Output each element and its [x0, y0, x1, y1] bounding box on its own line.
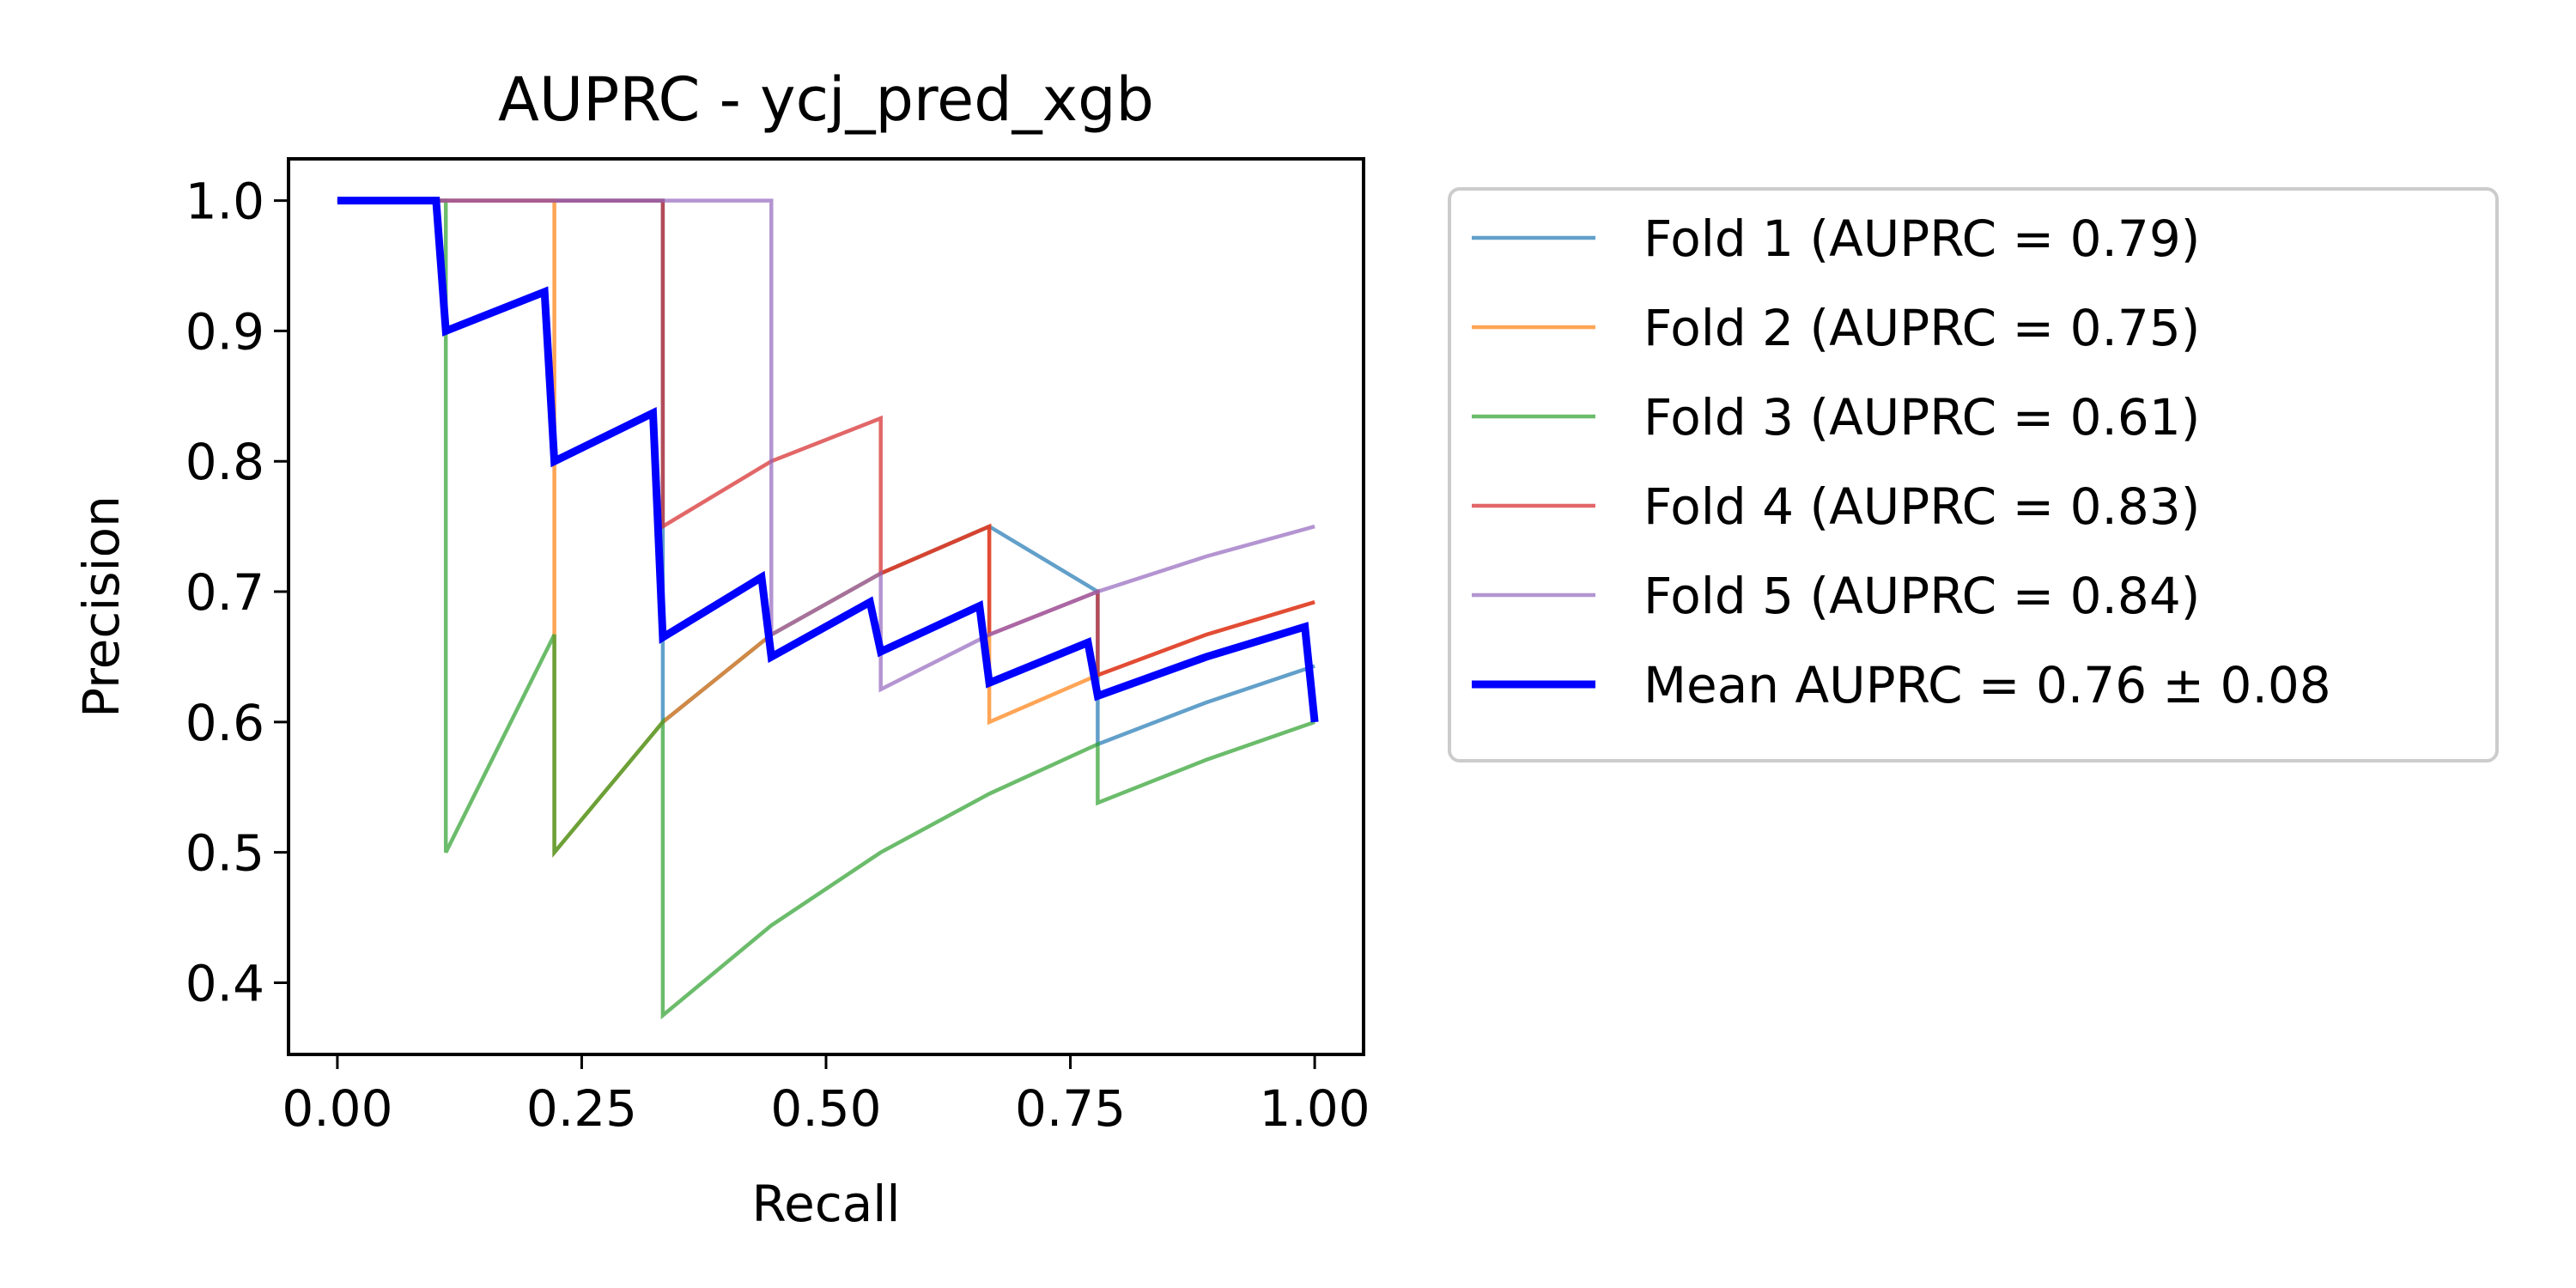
plot-area: [337, 197, 1319, 1020]
legend-label: Fold 2 (AUPRC = 0.75): [1643, 299, 2200, 357]
legend-label: Mean AUPRC = 0.76 ± 0.08: [1643, 656, 2331, 714]
y-tick-label: 0.9: [185, 302, 264, 361]
y-tick-label: 0.6: [185, 694, 264, 752]
y-tick-label: 0.4: [185, 954, 264, 1012]
x-tick-label: 0.50: [770, 1079, 881, 1138]
y-tick-label: 0.7: [185, 563, 264, 622]
x-tick-label: 0.25: [526, 1079, 637, 1138]
x-axis-label: Recall: [751, 1175, 900, 1233]
series-line-fold-3: [337, 198, 1315, 1020]
legend-label: Fold 3 (AUPRC = 0.61): [1643, 388, 2200, 447]
y-tick-label: 1.0: [185, 173, 264, 231]
y-tick-label: 0.5: [185, 824, 264, 883]
legend-label: Fold 4 (AUPRC = 0.83): [1643, 477, 2200, 536]
legend-box: [1448, 187, 2499, 762]
y-axis-label: Precision: [72, 495, 131, 718]
x-axis: 0.00 0.25 0.50 0.75 1.00: [282, 1054, 1370, 1138]
chart-title: AUPRC - ycj_pred_xgb: [498, 64, 1154, 135]
y-tick-label: 0.8: [185, 433, 264, 491]
x-tick-label: 1.00: [1260, 1079, 1370, 1138]
y-axis: 0.4 0.5 0.6 0.7 0.8 0.9 1.0: [185, 173, 289, 1012]
x-tick-label: 0.00: [282, 1079, 392, 1138]
legend: Fold 1 (AUPRC = 0.79) Fold 2 (AUPRC = 0.7…: [1448, 187, 2499, 762]
x-tick-label: 0.75: [1015, 1079, 1126, 1138]
series-line-mean: [337, 197, 1319, 723]
series-line-fold-5: [337, 198, 1315, 693]
legend-label: Fold 1 (AUPRC = 0.79): [1643, 210, 2200, 268]
legend-label: Fold 5 (AUPRC = 0.84): [1643, 567, 2200, 625]
